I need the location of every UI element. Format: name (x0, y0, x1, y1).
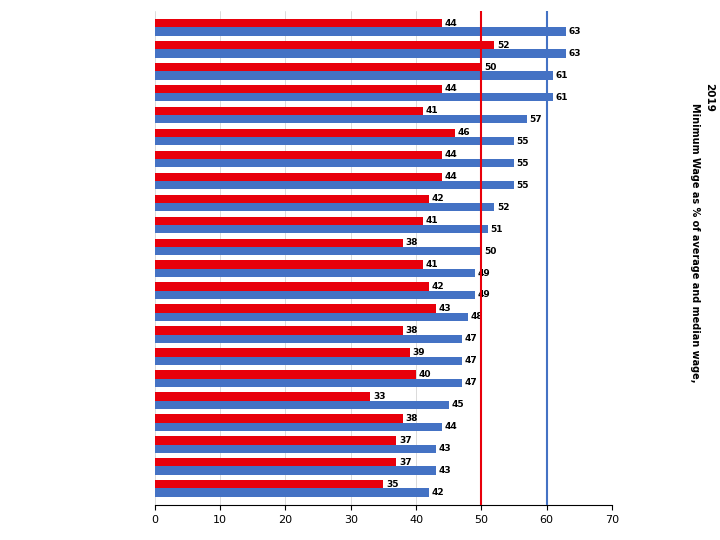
Text: 44: 44 (445, 172, 457, 181)
Bar (155, 71, 553, 79)
Text: 44: 44 (445, 422, 457, 431)
Bar (155, 247, 482, 255)
Text: 38: 38 (405, 326, 418, 335)
Bar (155, 107, 423, 115)
Text: 37: 37 (399, 436, 412, 445)
Bar (155, 49, 566, 58)
Bar (155, 239, 403, 247)
Text: 52: 52 (497, 40, 510, 50)
Bar (155, 203, 495, 211)
Bar (155, 326, 403, 335)
Bar (155, 269, 475, 277)
Bar (155, 291, 475, 299)
Text: 63: 63 (569, 49, 581, 58)
Bar (155, 422, 442, 431)
Text: 44: 44 (445, 84, 457, 93)
Bar (155, 436, 397, 444)
Text: Minimum Wage as % of average and median wage,: Minimum Wage as % of average and median … (690, 103, 700, 383)
Text: 38: 38 (405, 414, 418, 423)
Text: 49: 49 (477, 291, 490, 300)
Text: 55: 55 (517, 159, 529, 168)
Bar (155, 151, 442, 159)
Text: 49: 49 (477, 268, 490, 278)
Text: 37: 37 (399, 458, 412, 467)
Text: 43: 43 (438, 466, 451, 475)
Text: 55: 55 (517, 181, 529, 190)
Text: 44: 44 (445, 18, 457, 28)
Bar (155, 225, 488, 233)
Text: 41: 41 (426, 260, 438, 269)
Text: 47: 47 (464, 334, 477, 343)
Text: 43: 43 (438, 444, 451, 453)
Bar (155, 129, 455, 137)
Bar (155, 444, 436, 453)
Bar (155, 313, 468, 321)
Text: 43: 43 (438, 304, 451, 313)
Bar (155, 348, 410, 357)
Bar (155, 379, 462, 387)
Bar (155, 392, 370, 401)
Text: 61: 61 (556, 93, 568, 102)
Text: 51: 51 (490, 225, 503, 234)
Text: 42: 42 (432, 488, 444, 497)
Bar (155, 467, 436, 475)
Bar (155, 194, 429, 203)
Text: 41: 41 (426, 106, 438, 116)
Text: 61: 61 (556, 71, 568, 80)
Text: 55: 55 (517, 137, 529, 146)
Bar (155, 488, 429, 497)
Bar (155, 63, 482, 71)
Text: 47: 47 (464, 379, 477, 387)
Text: 63: 63 (569, 27, 581, 36)
Text: 57: 57 (530, 115, 542, 124)
Bar (155, 305, 436, 313)
Bar (155, 458, 397, 467)
Bar (155, 335, 462, 343)
Bar (155, 401, 449, 409)
Bar (155, 28, 566, 36)
Text: 50: 50 (484, 63, 496, 71)
Text: 47: 47 (464, 356, 477, 366)
Bar (155, 282, 429, 291)
Bar (155, 85, 442, 93)
Text: 38: 38 (405, 238, 418, 247)
Bar (155, 159, 514, 167)
Text: 46: 46 (458, 129, 470, 137)
Bar (155, 137, 514, 145)
Bar (155, 217, 423, 225)
Bar (155, 370, 416, 379)
Bar (155, 414, 403, 422)
Bar (155, 480, 383, 488)
Text: 2019: 2019 (704, 83, 714, 112)
Bar (155, 19, 442, 27)
Text: 39: 39 (412, 348, 425, 357)
Text: 42: 42 (432, 194, 444, 203)
Text: 41: 41 (426, 216, 438, 225)
Text: 45: 45 (451, 400, 464, 409)
Bar (155, 93, 553, 102)
Bar (155, 181, 514, 190)
Bar (155, 173, 442, 181)
Bar (155, 115, 527, 124)
Text: 50: 50 (484, 247, 496, 255)
Text: 33: 33 (373, 392, 385, 401)
Bar (155, 260, 423, 269)
Text: 40: 40 (418, 370, 431, 379)
Text: 42: 42 (432, 282, 444, 291)
Text: 35: 35 (386, 480, 398, 489)
Bar (155, 357, 462, 365)
Text: 52: 52 (497, 202, 510, 212)
Bar (155, 41, 495, 49)
Text: 44: 44 (445, 150, 457, 159)
Text: 48: 48 (471, 313, 484, 321)
